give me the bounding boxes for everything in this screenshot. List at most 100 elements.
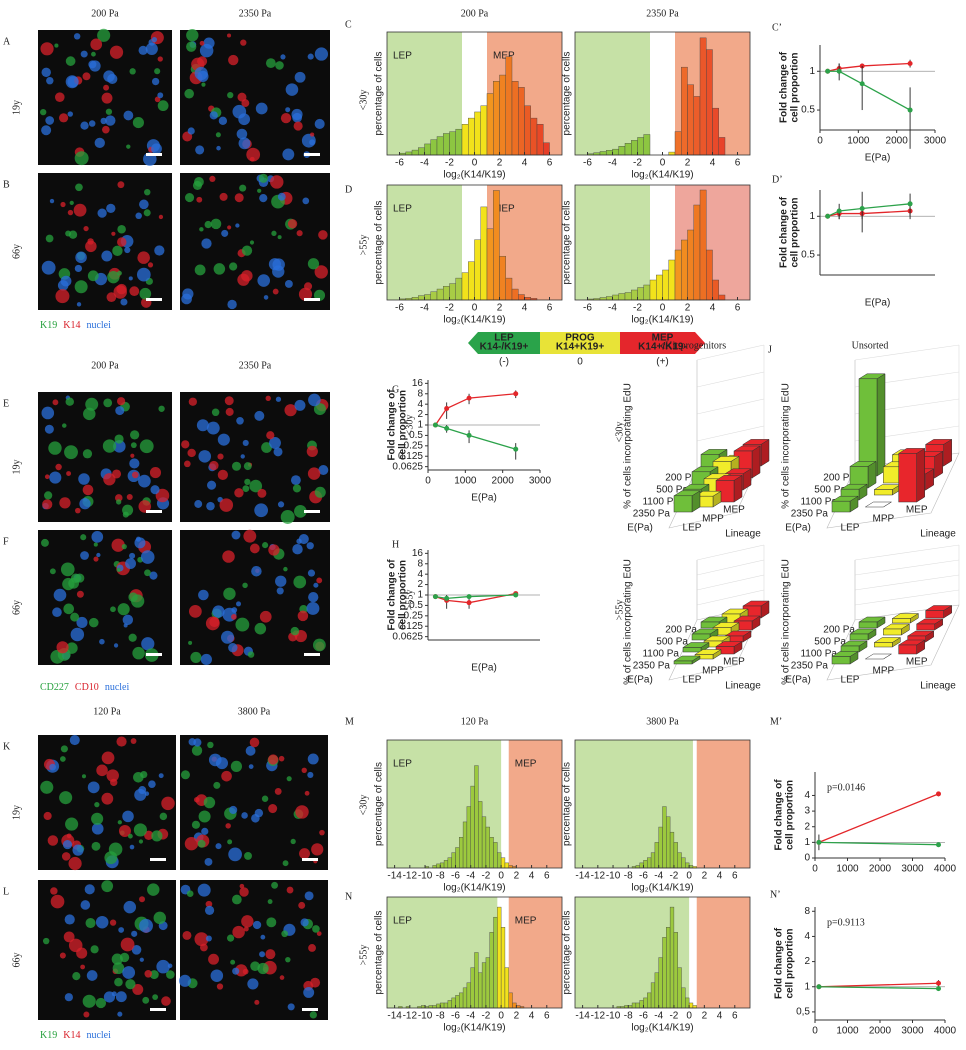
bar [658, 826, 663, 869]
y-tick-label: 1 [809, 211, 815, 222]
cell [116, 736, 127, 747]
bar [461, 124, 469, 156]
cell [219, 192, 228, 201]
cell [271, 230, 277, 236]
cell [209, 111, 218, 120]
bar [685, 997, 690, 1009]
cell [265, 58, 276, 69]
row-label: 200 Pa [823, 625, 855, 636]
bar [424, 143, 431, 156]
cell [198, 810, 211, 823]
stain-legend: CD227 CD10 nuclei [40, 682, 129, 693]
bar [681, 987, 686, 1009]
x-tick-label: -2 [481, 1011, 490, 1022]
cell [236, 601, 242, 607]
region [575, 185, 650, 300]
y-axis-label: percentage of cells [562, 52, 573, 136]
x-axis-label: log₂(K14/K19) [443, 1023, 505, 1034]
bar [455, 847, 460, 869]
cell [91, 841, 101, 851]
bar [504, 862, 509, 869]
cell [200, 653, 212, 666]
bar [637, 137, 644, 156]
cell [94, 802, 100, 808]
cell [227, 934, 235, 942]
point [466, 395, 472, 401]
bar [462, 987, 468, 1009]
cell [65, 75, 79, 89]
cell [239, 887, 249, 897]
wall-grid [696, 398, 765, 415]
bar [831, 656, 851, 665]
bar [677, 852, 682, 869]
cell [117, 1011, 123, 1017]
key-sign: 0 [577, 357, 583, 368]
z-axis-label: % of cells incorporating EdU [623, 559, 634, 685]
cell [85, 918, 96, 929]
x-tick-label: -2 [633, 303, 642, 314]
cell [129, 68, 136, 75]
cell [286, 776, 292, 782]
x-axis-label: log₂(K14/K19) [631, 315, 693, 326]
cell [149, 970, 159, 980]
x-tick-label: 2 [702, 1011, 708, 1022]
cell [184, 88, 194, 99]
point [936, 986, 941, 992]
cell [241, 245, 253, 256]
point [432, 594, 438, 600]
x-tick-label: 1000 [847, 136, 870, 147]
bar [499, 74, 506, 156]
cell [186, 890, 194, 898]
cell [183, 460, 191, 468]
bar [892, 618, 911, 624]
cell [247, 978, 259, 990]
bar [436, 288, 444, 301]
cell [307, 771, 314, 779]
cell [298, 901, 306, 909]
cell [86, 970, 98, 981]
column-axis-label: Lineage [725, 529, 761, 540]
region-label: LEP [393, 916, 412, 927]
cell [218, 116, 228, 126]
x-tick-label: 6 [732, 871, 738, 882]
series-line [827, 62, 911, 72]
cell [309, 1011, 317, 1019]
cell [122, 504, 134, 516]
cell [150, 485, 160, 495]
cell [280, 112, 292, 124]
cell [105, 108, 113, 115]
bar [505, 277, 513, 301]
bar [466, 806, 471, 869]
cell [227, 839, 233, 845]
plot-frame [386, 739, 563, 869]
region-label: LEP [393, 51, 412, 62]
column-label: MEP [906, 657, 928, 668]
key-arrow [540, 332, 620, 354]
cell [78, 473, 90, 485]
cell [252, 920, 262, 930]
cell [131, 471, 139, 479]
cell [157, 100, 169, 112]
bar [543, 142, 550, 156]
y-axis-label: cell proportion [398, 560, 409, 630]
bar [424, 294, 431, 301]
cell [47, 835, 59, 846]
cell [44, 491, 53, 500]
bar [925, 610, 944, 619]
x-tick-label: 3000 [924, 136, 947, 147]
y-tick-label: 16 [412, 548, 424, 559]
x-tick-label: 1000 [836, 864, 859, 875]
bar [418, 147, 425, 156]
bar [518, 87, 525, 156]
y-tick-label: 16 [412, 378, 424, 389]
point [859, 205, 865, 211]
cell [91, 51, 96, 57]
column-label: MEP [723, 505, 745, 516]
chart-title: 120 Pa [461, 716, 489, 727]
cell [277, 235, 282, 240]
column-label: MPP [702, 666, 724, 677]
cell [234, 193, 244, 203]
cell [210, 969, 224, 982]
cell [76, 302, 82, 307]
cell [287, 1003, 295, 1011]
